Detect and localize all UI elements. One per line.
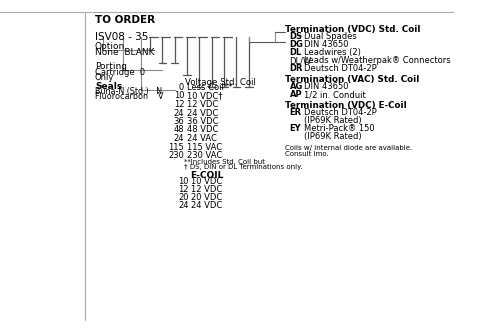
Text: 24 VDC: 24 VDC — [187, 109, 218, 117]
Text: AG: AG — [290, 82, 303, 91]
Text: Leads w/Weatherpak® Connectors: Leads w/Weatherpak® Connectors — [304, 56, 450, 65]
Text: 1/2 in. Conduit: 1/2 in. Conduit — [304, 90, 366, 99]
Text: Only: Only — [95, 73, 114, 82]
Text: TO ORDER: TO ORDER — [95, 15, 155, 25]
Text: DL/W: DL/W — [290, 56, 312, 65]
Text: 230 VAC: 230 VAC — [187, 151, 222, 160]
Text: EY: EY — [290, 124, 301, 133]
Text: 12: 12 — [174, 100, 184, 109]
Text: ER: ER — [290, 108, 302, 117]
Text: 10 VDC: 10 VDC — [191, 177, 222, 185]
Text: E-COIL: E-COIL — [190, 172, 223, 181]
Text: Termination (VDC) Std. Coil: Termination (VDC) Std. Coil — [285, 25, 420, 34]
Text: Option: Option — [95, 42, 125, 51]
Text: 12: 12 — [178, 184, 189, 193]
Text: 10: 10 — [174, 91, 184, 101]
Text: Termination (VAC) Std. Coil: Termination (VAC) Std. Coil — [285, 75, 419, 84]
Text: None  BLANK: None BLANK — [95, 48, 154, 57]
Text: † DS, DIN or DL Terminations only.: † DS, DIN or DL Terminations only. — [184, 164, 303, 171]
Text: 24: 24 — [178, 201, 189, 210]
Text: DS: DS — [290, 32, 303, 41]
Text: 10: 10 — [178, 177, 189, 185]
Text: Cartridge  0: Cartridge 0 — [95, 68, 145, 77]
Text: 48: 48 — [174, 125, 184, 135]
Text: 48 VDC: 48 VDC — [187, 125, 218, 135]
Text: Fluorocarbon    V: Fluorocarbon V — [95, 92, 163, 101]
Text: 24: 24 — [174, 134, 184, 143]
Text: 36: 36 — [174, 117, 184, 126]
Text: Termination (VDC) E-Coil: Termination (VDC) E-Coil — [285, 101, 407, 110]
Text: DR: DR — [290, 64, 303, 73]
Text: DL: DL — [290, 48, 302, 57]
Text: 24 VAC: 24 VAC — [187, 134, 217, 143]
Text: 24: 24 — [174, 109, 184, 117]
Text: 230: 230 — [168, 151, 184, 160]
Text: DIN 43650: DIN 43650 — [304, 40, 348, 49]
Text: 115 VAC: 115 VAC — [187, 143, 222, 151]
Text: Porting: Porting — [95, 62, 127, 71]
Text: (IP69K Rated): (IP69K Rated) — [304, 132, 361, 141]
Text: 10 VDC†: 10 VDC† — [187, 91, 223, 101]
Text: 24 VDC: 24 VDC — [191, 201, 222, 210]
Text: Dual Spades: Dual Spades — [304, 32, 357, 41]
Text: Less Coil**: Less Coil** — [187, 83, 232, 92]
Text: Metri-Pack® 150: Metri-Pack® 150 — [304, 124, 374, 133]
Text: ISV08 - 35: ISV08 - 35 — [95, 32, 148, 42]
Text: 20 VDC: 20 VDC — [191, 192, 222, 202]
Text: (IP69K Rated): (IP69K Rated) — [304, 116, 361, 125]
Text: Coils w/ internal diode are available.: Coils w/ internal diode are available. — [285, 145, 412, 151]
Text: 115: 115 — [168, 143, 184, 151]
Text: DG: DG — [290, 40, 304, 49]
Text: Deutsch DT04-2P: Deutsch DT04-2P — [304, 108, 377, 117]
Text: Voltage Std. Coil: Voltage Std. Coil — [185, 78, 256, 87]
Text: Deutsch DT04-2P: Deutsch DT04-2P — [304, 64, 377, 73]
Text: 0: 0 — [179, 83, 184, 92]
Text: Leadwires (2): Leadwires (2) — [304, 48, 361, 57]
Text: **Includes Std. Coil but: **Includes Std. Coil but — [184, 159, 265, 166]
Text: Seals: Seals — [95, 82, 122, 91]
Text: Buna-N (Std.)   N: Buna-N (Std.) N — [95, 87, 162, 96]
Text: 12 VDC: 12 VDC — [191, 184, 222, 193]
Text: 12 VDC: 12 VDC — [187, 100, 218, 109]
Text: DIN 43650: DIN 43650 — [304, 82, 348, 91]
Text: 20: 20 — [178, 192, 189, 202]
Text: 36 VDC: 36 VDC — [187, 117, 218, 126]
Text: Consult Imo.: Consult Imo. — [285, 151, 328, 157]
Text: AP: AP — [290, 90, 302, 99]
